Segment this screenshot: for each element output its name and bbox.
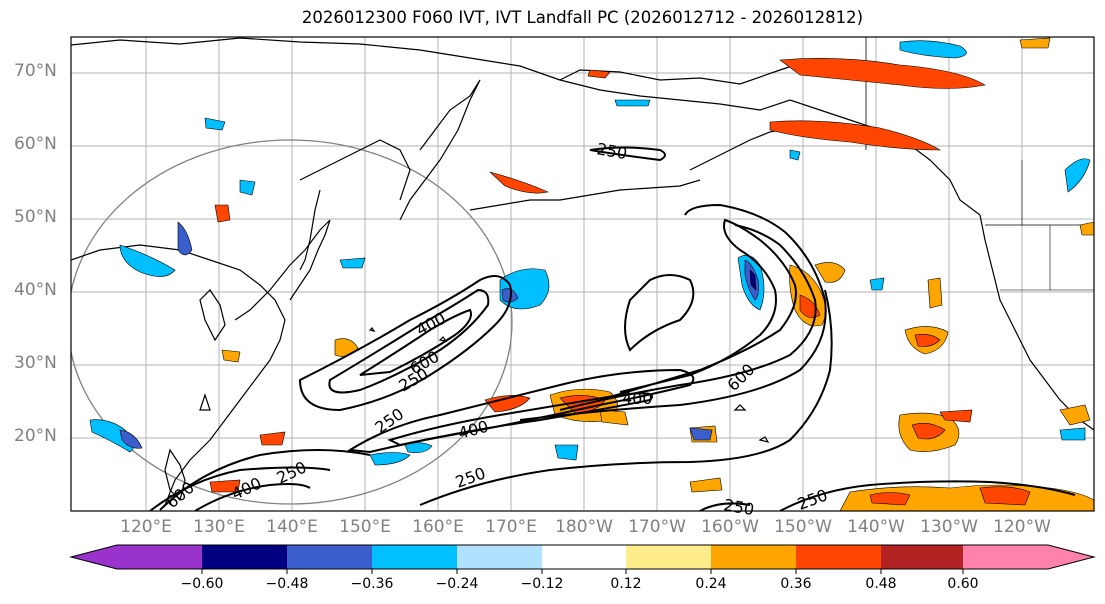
- lon-label: 160°W: [701, 517, 759, 537]
- colorbar-segment: [372, 545, 457, 569]
- colorbar-segment: [202, 545, 287, 569]
- lon-label: 130°E: [193, 517, 245, 537]
- lon-label: 160°E: [412, 517, 464, 537]
- lon-label: 120°W: [993, 517, 1051, 537]
- lat-label: 30°N: [14, 353, 57, 373]
- landfall-region-ellipse: [71, 139, 513, 505]
- page-title: 2026012300 F060 IVT, IVT Landfall PC (20…: [301, 8, 864, 27]
- contour-label: 400: [622, 389, 653, 408]
- lat-label: 20°N: [14, 426, 57, 446]
- colorbar-segment: [457, 545, 542, 569]
- colorbar-segment: [963, 545, 1048, 569]
- lat-label: 50°N: [14, 207, 57, 227]
- colorbar-right-arrow: [1048, 545, 1094, 569]
- lat-label: 60°N: [14, 134, 57, 154]
- colorbar-tick-label: 0.24: [695, 576, 727, 592]
- lon-label: 140°E: [266, 517, 318, 537]
- colorbar-left-arrow: [71, 545, 117, 569]
- map-frame: [70, 36, 1095, 512]
- colorbar-tick-label: 0.48: [865, 576, 897, 592]
- colorbar-segment: [117, 545, 202, 569]
- colorbar-tick-label: −0.36: [350, 576, 394, 592]
- colorbar: [69, 544, 1096, 574]
- contour-label: 250: [722, 495, 755, 519]
- map-panel: [71, 37, 1094, 511]
- lon-label: 130°W: [920, 517, 978, 537]
- colorbar-tick-label: 0.60: [947, 576, 979, 592]
- colorbar-segment: [626, 545, 711, 569]
- lat-label: 40°N: [14, 280, 57, 300]
- lon-label: 120°E: [120, 517, 172, 537]
- lon-label: 140°W: [847, 517, 905, 537]
- lon-label: 170°E: [485, 517, 537, 537]
- colorbar-segment: [542, 545, 626, 569]
- colorbar-segment: [287, 545, 372, 569]
- colorbar-segment: [881, 545, 963, 569]
- colorbar-segment: [711, 545, 796, 569]
- colorbar-tick-label: 0.36: [780, 576, 812, 592]
- lon-label: 170°W: [628, 517, 686, 537]
- ivt-negative-blobs: [89, 40, 1091, 466]
- lon-label: 180°W: [555, 517, 613, 537]
- colorbar-tick-label: −0.12: [520, 576, 564, 592]
- lon-label: 150°E: [339, 517, 391, 537]
- lon-label: 150°W: [774, 517, 832, 537]
- colorbar-tick-label: −0.48: [265, 576, 309, 592]
- colorbar-segment: [796, 545, 881, 569]
- coastlines: [71, 37, 1094, 506]
- colorbar-tick-label: −0.60: [180, 576, 224, 592]
- lat-label: 70°N: [14, 61, 57, 81]
- colorbar-tick-label: 0.12: [610, 576, 642, 592]
- ivt-contours: [149, 146, 1076, 511]
- colorbar-tick-label: −0.24: [435, 576, 479, 592]
